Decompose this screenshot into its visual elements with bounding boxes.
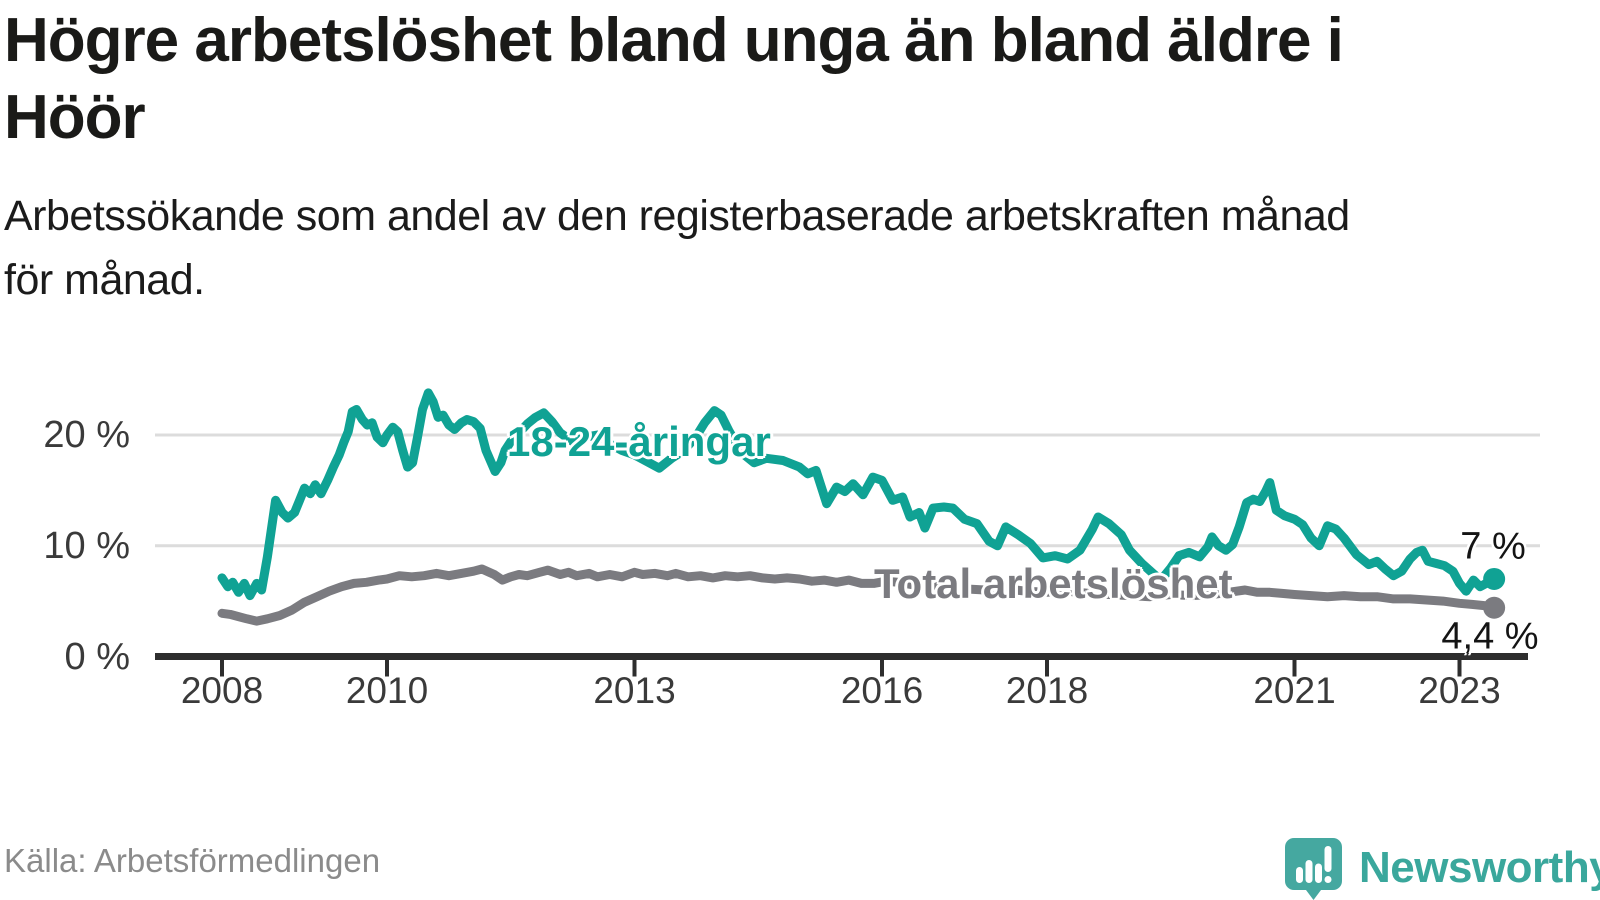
x-tick-label-2016: 2016: [840, 670, 924, 711]
chart-subtitle-line1: Arbetssökande som andel av den registerb…: [4, 192, 1350, 240]
x-tick-label-2010: 2010: [345, 670, 429, 711]
series-label-18-24: 18-24-åringar: [507, 418, 771, 465]
chart-subtitle: Arbetssökande som andel av den registerb…: [4, 184, 1596, 312]
source-credit: Källa: Arbetsförmedlingen: [4, 842, 381, 879]
series-line-0: [217, 388, 1499, 601]
x-tick-label-2013: 2013: [593, 670, 676, 711]
x-tick-label-2021: 2021: [1253, 670, 1336, 711]
series-end-dot-1: [1483, 596, 1506, 619]
page-title-line2: Höör: [4, 83, 146, 152]
page-title: Högre arbetslöshet bland unga än bland ä…: [4, 2, 1596, 156]
y-tick-label-20: 20 %: [43, 414, 130, 456]
data-series-lines: [217, 388, 1499, 626]
series-end-dots: [1483, 567, 1506, 619]
end-value-label-18-24: 7 %: [1460, 525, 1526, 568]
x-tick-label-2008: 2008: [180, 670, 264, 711]
newsworthy-logo-icon: [1285, 838, 1342, 900]
series-end-dot-0: [1483, 567, 1506, 590]
newsworthy-logo-text: Newsworthy: [1359, 843, 1600, 892]
x-axis: [155, 653, 1528, 677]
x-tick-label-2018: 2018: [1005, 670, 1089, 711]
end-value-label-total: 4,4 %: [1441, 615, 1539, 658]
y-tick-label-10: 10 %: [43, 524, 130, 567]
series-line-1: [217, 564, 1499, 626]
page-title-line1: Högre arbetslöshet bland unga än bland ä…: [4, 6, 1344, 75]
x-tick-label-2023: 2023: [1418, 670, 1501, 711]
series-label-total: Total arbetslöshet: [874, 560, 1233, 607]
y-tick-label-0: 0 %: [64, 635, 130, 678]
chart-subtitle-line2: för månad.: [4, 256, 205, 304]
newsworthy-logo[interactable]: Newsworthy: [1285, 836, 1600, 900]
